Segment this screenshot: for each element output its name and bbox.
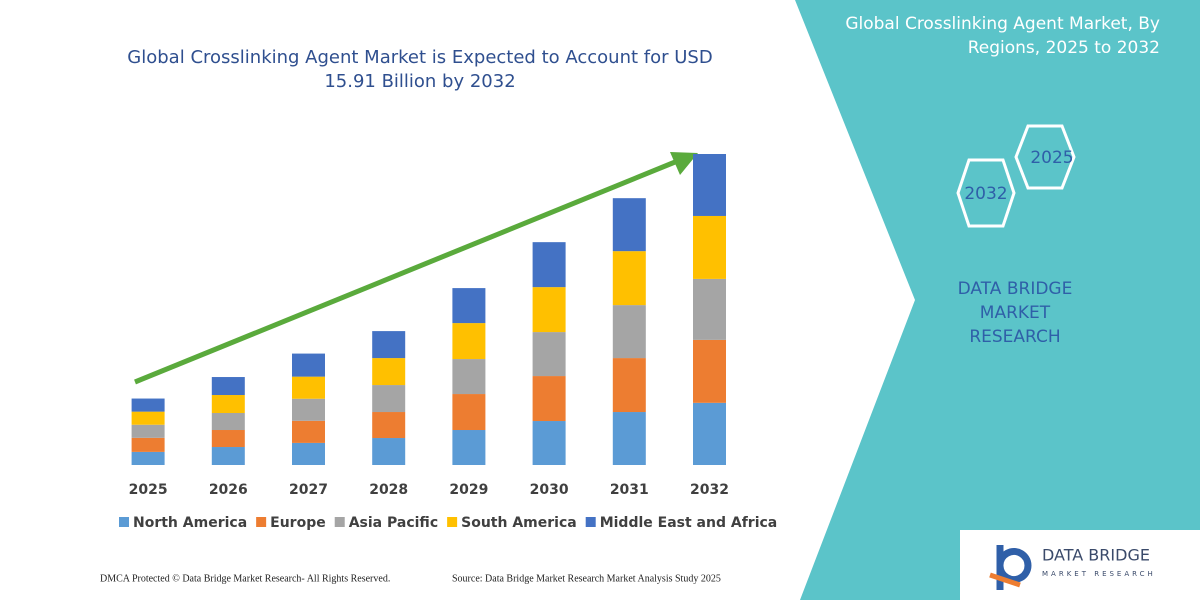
legend-swatch <box>334 517 345 527</box>
bar-segment <box>372 385 406 413</box>
x-tick-label: 2030 <box>530 482 569 498</box>
bar-segment <box>292 353 325 377</box>
brand-text: DATA BRIDGE MARKET RESEARCH <box>957 279 1073 347</box>
bar-segment <box>131 398 165 412</box>
footer-left: DMCA Protected © Data Bridge Market Rese… <box>100 573 390 584</box>
bar-segment <box>211 447 245 465</box>
bar-segment <box>693 278 726 340</box>
bar-segment <box>292 442 325 465</box>
bar-segment <box>211 413 245 431</box>
hexagon-label: 2032 <box>964 184 1007 204</box>
chart-title: Global Crosslinking Agent Market is Expe… <box>127 47 713 92</box>
bar-segment <box>131 411 165 425</box>
logo-name: DATA BRIDGE <box>1042 546 1150 565</box>
x-tick-label: 2031 <box>610 482 649 498</box>
bar-segment <box>292 420 325 443</box>
bar-segment <box>372 438 406 465</box>
bar-segment <box>372 331 406 359</box>
bar-segment <box>612 251 646 306</box>
x-tick-label: 2032 <box>690 482 729 498</box>
legend-swatch <box>447 517 458 527</box>
footer-right: Source: Data Bridge Market Research Mark… <box>452 573 721 584</box>
bar-segment <box>532 287 566 333</box>
bar-segment <box>292 398 325 421</box>
bar-segment <box>452 359 486 395</box>
legend-swatch <box>585 517 596 527</box>
bar-segment <box>211 395 245 414</box>
bar-segment <box>532 376 566 422</box>
bar-segment <box>452 323 486 360</box>
side-panel <box>795 0 1200 600</box>
hexagon <box>956 158 1016 228</box>
x-tick-label: 2028 <box>369 482 408 498</box>
legend-label: Europe <box>270 515 326 531</box>
legend-swatch <box>256 517 267 527</box>
bar-segment <box>211 377 245 396</box>
logo-icon <box>996 545 1032 590</box>
bar-segment <box>372 358 406 386</box>
legend-label: Middle East and Africa <box>600 515 778 531</box>
bar-segment <box>532 332 566 377</box>
panel-title: Global Crosslinking Agent Market, By Reg… <box>845 14 1160 58</box>
x-tick-label: 2025 <box>129 482 168 498</box>
legend-swatch <box>119 517 129 527</box>
bar-segment <box>452 288 486 324</box>
legend-label: Asia Pacific <box>349 515 438 531</box>
bar-segment <box>693 402 726 465</box>
trend-arrowhead <box>670 152 698 175</box>
x-tick-label: 2029 <box>449 482 488 498</box>
legend-label: South America <box>461 515 577 531</box>
bar-segment <box>131 424 165 438</box>
bar-segment <box>372 412 406 439</box>
hexagon-label: 2025 <box>1030 148 1073 168</box>
logo-icon <box>989 572 1021 588</box>
bar-segment <box>693 154 726 216</box>
x-tick-label: 2027 <box>289 482 328 498</box>
bar-segment <box>532 421 566 465</box>
bar-segment <box>452 394 486 431</box>
bar-segment <box>612 198 646 252</box>
bar-segment <box>131 451 165 465</box>
bar-segment <box>693 215 726 279</box>
trend-arrow <box>134 157 681 385</box>
x-tick-label: 2026 <box>209 482 248 498</box>
bar-segment <box>292 376 325 399</box>
bar-segment <box>612 305 646 359</box>
bar-segment <box>612 358 646 413</box>
logo-box <box>960 530 1200 600</box>
bar-segment <box>612 412 646 465</box>
bar-segment <box>532 242 566 288</box>
bar-segment <box>452 430 486 465</box>
legend-label: North America <box>133 515 247 531</box>
hexagon <box>1014 124 1076 190</box>
bar-segment <box>131 437 165 452</box>
bar-segment <box>693 339 726 403</box>
logo-tagline: MARKET RESEARCH <box>1042 570 1156 578</box>
bar-segment <box>211 430 245 448</box>
